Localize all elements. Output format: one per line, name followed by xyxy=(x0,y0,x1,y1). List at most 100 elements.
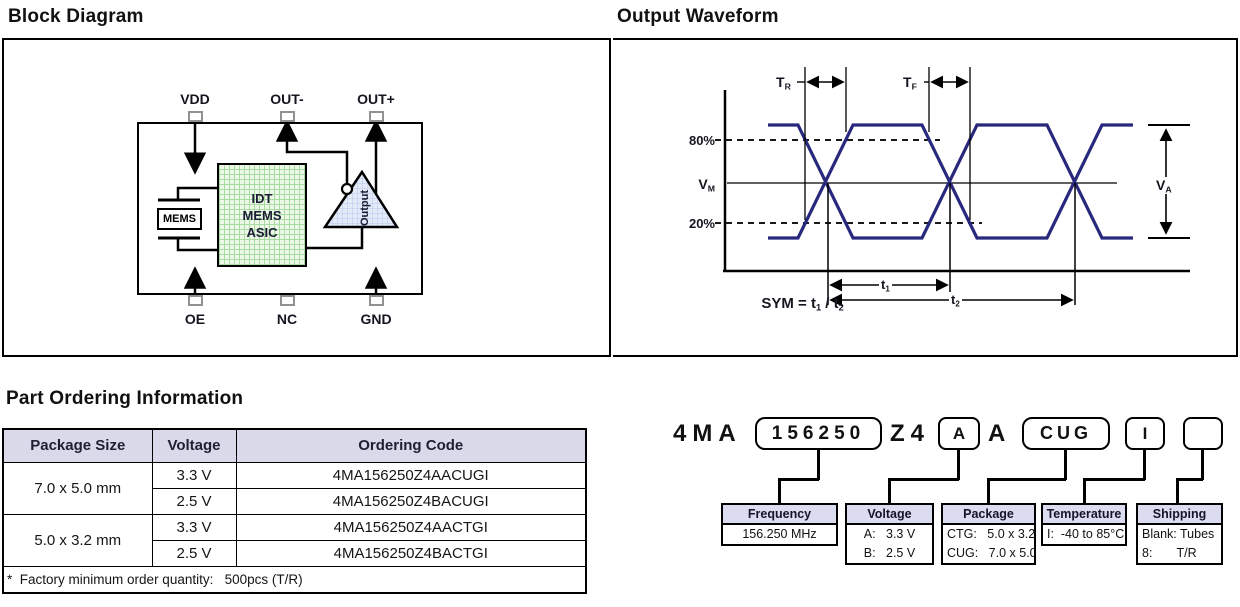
code-shipping-box xyxy=(1183,417,1223,450)
cell-voltage-2: 2.5 V xyxy=(151,487,237,515)
code-package-box: CUG xyxy=(1022,417,1110,450)
connector-voltage xyxy=(888,478,959,481)
field-package-option: CUG: 7.0 x 5.0 xyxy=(947,546,1037,560)
connector-frequency xyxy=(778,478,819,481)
cell-code-1: 4MA156250Z4AACUGI xyxy=(235,461,587,489)
pad-out-plus xyxy=(368,111,384,122)
connector-shipping xyxy=(1201,450,1204,480)
cell-package-1: 7.0 x 5.0 mm xyxy=(2,461,153,515)
table-footnote-row: * Factory minimum order quantity: 500pcs… xyxy=(2,565,587,594)
asic-block: IDT MEMS ASIC xyxy=(217,163,307,267)
connector-voltage xyxy=(888,478,891,503)
footnote-text: Factory minimum order quantity: 500pcs (… xyxy=(19,571,303,587)
pin-label-oe: OE xyxy=(184,311,206,327)
connector-shipping xyxy=(1176,478,1179,503)
col-header-voltage: Voltage xyxy=(151,428,237,463)
field-shipping: Shipping Blank: Tubes 8: T/R xyxy=(1136,503,1223,565)
cell-code-2: 4MA156250Z4BACUGI xyxy=(235,487,587,515)
table-header-row: Package Size Voltage Ordering Code xyxy=(2,428,587,463)
field-package-header: Package xyxy=(943,505,1034,525)
cell-voltage-3: 3.3 V xyxy=(151,513,237,541)
output-waveform-title: Output Waveform xyxy=(617,6,779,27)
waveform-trace-a xyxy=(768,123,1133,240)
field-shipping-option: 8: T/R xyxy=(1142,546,1197,560)
footnote-cell: * Factory minimum order quantity: 500pcs… xyxy=(2,565,587,594)
pin-label-vdd: VDD xyxy=(180,91,210,107)
field-frequency-header: Frequency xyxy=(723,505,836,525)
code-frequency-box: 156250 xyxy=(755,417,882,450)
field-shipping-header: Shipping xyxy=(1138,505,1221,525)
pin-label-gnd: GND xyxy=(360,311,392,327)
label-t1: t1 xyxy=(879,277,892,294)
cell-voltage-4: 2.5 V xyxy=(151,539,237,567)
table-row: 2.5 V 4MA156250Z4BACUGI xyxy=(3,487,587,515)
pin-label-out-minus: OUT- xyxy=(270,91,304,107)
field-temperature-header: Temperature xyxy=(1043,505,1125,525)
pin-label-nc: NC xyxy=(276,311,298,327)
field-frequency: Frequency 156.250 MHz xyxy=(721,503,838,546)
mems-block: MEMS xyxy=(157,208,202,230)
code-prefix: 4MA xyxy=(673,420,742,447)
pin-label-out-plus: OUT+ xyxy=(357,91,395,107)
pad-vdd xyxy=(187,111,203,122)
code-voltage-box: A xyxy=(938,417,980,450)
field-voltage-option: A: 3.3 V xyxy=(863,527,916,541)
connector-package xyxy=(987,478,990,503)
asic-line-2: MEMS xyxy=(242,208,282,223)
asic-line-1: IDT xyxy=(251,191,273,206)
label-vm: VM xyxy=(698,176,715,194)
connector-frequency xyxy=(817,450,820,480)
code-mid: Z4 xyxy=(890,420,931,447)
connector-package xyxy=(1064,450,1067,480)
table-row: 2.5 V 4MA156250Z4BACTGI xyxy=(3,539,587,567)
connector-temperature xyxy=(1083,478,1086,503)
label-t2: t2 xyxy=(949,292,962,309)
table-row: 5.0 x 3.2 mm 3.3 V 4MA156250Z4AACTGI xyxy=(2,513,587,567)
waveform-trace-b xyxy=(768,123,1133,240)
cell-code-3: 4MA156250Z4AACTGI xyxy=(235,513,587,541)
field-package-option: CTG: 5.0 x 3.2 xyxy=(947,527,1036,541)
label-va: VA xyxy=(1154,177,1174,195)
waveform-canvas: 80% 20% VM TR TF VA t1 t2 SYM = t1 / t2 xyxy=(613,38,1237,357)
code-temperature-box: I xyxy=(1125,417,1165,450)
col-header-ordering-code: Ordering Code xyxy=(235,428,587,463)
field-shipping-option: Blank: Tubes xyxy=(1142,527,1215,541)
block-diagram-title: Block Diagram xyxy=(8,6,144,27)
label-tf: TF xyxy=(903,74,917,92)
connector-temperature xyxy=(1143,450,1146,480)
connector-shipping xyxy=(1176,478,1203,481)
label-20pct: 20% xyxy=(688,216,715,231)
cell-voltage-1: 3.3 V xyxy=(151,461,237,489)
cell-package-2: 5.0 x 3.2 mm xyxy=(2,513,153,567)
block-diagram-panel: IDT MEMS ASIC xyxy=(2,38,611,357)
label-80pct: 80% xyxy=(688,133,715,148)
table-row: 7.0 x 5.0 mm 3.3 V 4MA156250Z4AACUGI xyxy=(2,461,587,515)
block-diagram-canvas: IDT MEMS ASIC xyxy=(2,38,611,357)
connector-voltage xyxy=(957,450,960,480)
part-ordering-table: Package Size Voltage Ordering Code 7.0 x… xyxy=(2,428,587,594)
asic-line-3: ASIC xyxy=(246,225,278,240)
footnote-marker: * xyxy=(7,571,13,587)
cell-code-4: 4MA156250Z4BACTGI xyxy=(235,539,587,567)
pad-oe xyxy=(187,295,203,306)
part-ordering-title: Part Ordering Information xyxy=(6,388,244,409)
field-package: Package CTG: 5.0 x 3.2 CUG: 7.0 x 5.0 xyxy=(941,503,1037,565)
label-sym-formula: SYM = t1 / t2 xyxy=(761,295,844,313)
pad-nc xyxy=(279,295,295,306)
col-header-package-size: Package Size xyxy=(2,428,153,463)
field-frequency-value: 156.250 MHz xyxy=(742,527,817,541)
pad-out-minus xyxy=(279,111,295,122)
code-revision: A xyxy=(988,420,1006,447)
field-temperature: Temperature I: -40 to 85°C xyxy=(1041,503,1127,546)
pad-gnd xyxy=(368,295,384,306)
output-waveform-panel: 80% 20% VM TR TF VA t1 t2 SYM = t1 / t2 xyxy=(613,38,1238,357)
connector-temperature xyxy=(1083,478,1145,481)
field-voltage: Voltage A: 3.3 V B: 2.5 V xyxy=(845,503,934,565)
waveform-drawing xyxy=(715,67,1190,307)
connector-frequency xyxy=(778,478,781,503)
label-tr: TR xyxy=(776,74,791,92)
field-voltage-option: B: 2.5 V xyxy=(863,546,916,560)
field-voltage-header: Voltage xyxy=(847,505,932,525)
field-temperature-value: I: -40 to 85°C xyxy=(1047,527,1125,541)
